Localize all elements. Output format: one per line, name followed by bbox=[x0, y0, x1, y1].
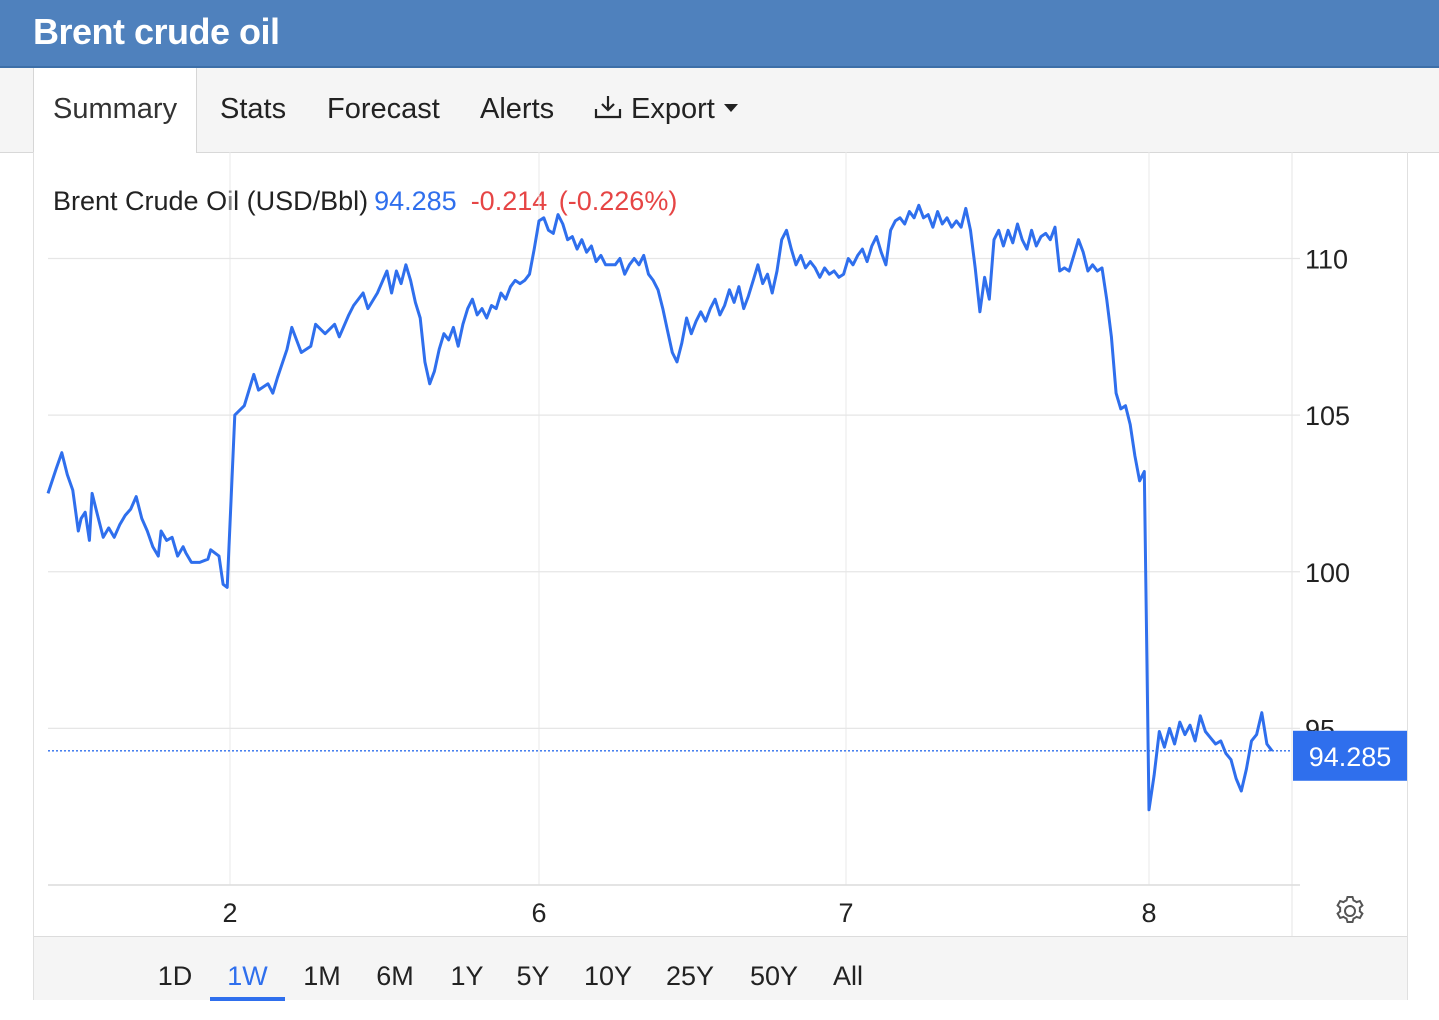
header-bar: Brent crude oil bbox=[0, 0, 1439, 68]
quote-line: Brent Crude Oil (USD/Bbl) 94.285 -0.214 (-… bbox=[53, 186, 677, 217]
range-10y[interactable]: 10Y bbox=[583, 961, 633, 991]
price-series-line bbox=[46, 203, 1274, 812]
instrument-name: Brent Crude Oil (USD/Bbl) bbox=[53, 186, 369, 216]
x-tick-label: 8 bbox=[1141, 898, 1156, 928]
export-label: Export bbox=[631, 93, 715, 125]
range-1d[interactable]: 1D bbox=[157, 961, 193, 991]
gear-icon[interactable] bbox=[1333, 894, 1367, 928]
tab-bar: Summary Stats Forecast Alerts Export bbox=[0, 68, 1439, 153]
y-tick-label: 110 bbox=[1305, 245, 1348, 275]
range-all[interactable]: All bbox=[832, 961, 863, 991]
x-tick-label: 6 bbox=[531, 898, 546, 928]
range-selector: 1D 1W 1M 6M 1Y 5Y 10Y 25Y 50Y All bbox=[34, 936, 1407, 1001]
last-price-badge bbox=[1293, 730, 1407, 781]
last-price-badge-text: 94.285 bbox=[1309, 742, 1392, 772]
chevron-down-icon bbox=[723, 104, 738, 113]
y-tick-label: 100 bbox=[1305, 558, 1350, 588]
x-tick-label: 2 bbox=[222, 898, 237, 928]
price-change-percent: (-0.226%) bbox=[558, 186, 678, 216]
price-change: -0.214 bbox=[470, 186, 548, 216]
tab-stats[interactable]: Stats bbox=[220, 93, 287, 125]
tab-export[interactable]: Export bbox=[593, 68, 738, 152]
range-50y[interactable]: 50Y bbox=[749, 961, 799, 991]
tab-alerts[interactable]: Alerts bbox=[480, 93, 555, 125]
y-tick-label: 105 bbox=[1305, 401, 1350, 431]
tab-summary[interactable]: Summary bbox=[33, 68, 198, 153]
range-1y[interactable]: 1Y bbox=[450, 961, 484, 991]
range-25y[interactable]: 25Y bbox=[665, 961, 715, 991]
range-5y[interactable]: 5Y bbox=[516, 961, 550, 991]
tab-forecast[interactable]: Forecast bbox=[327, 93, 440, 125]
download-icon bbox=[594, 96, 622, 119]
x-tick-label: 7 bbox=[838, 898, 853, 928]
last-price: 94.285 bbox=[374, 186, 457, 216]
range-6m[interactable]: 6M bbox=[376, 961, 414, 991]
page-title: Brent crude oil bbox=[33, 11, 280, 52]
range-1w[interactable]: 1W bbox=[210, 937, 285, 1001]
range-1m[interactable]: 1M bbox=[303, 961, 341, 991]
